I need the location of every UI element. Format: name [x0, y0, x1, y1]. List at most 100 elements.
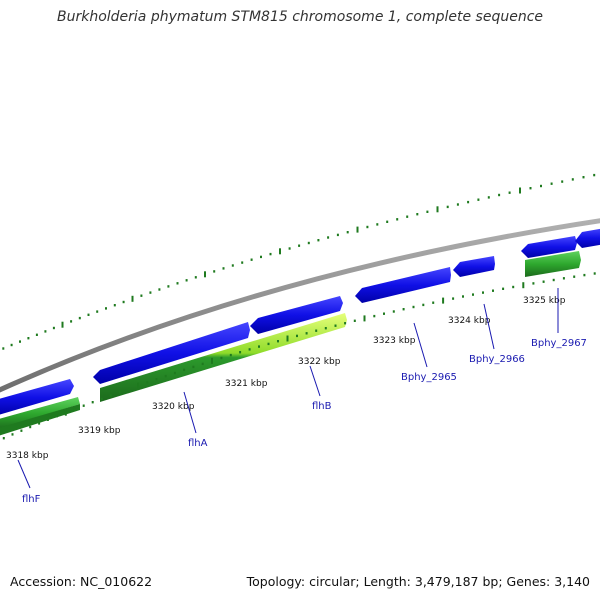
minor-tick	[113, 304, 116, 307]
gene-label-Bphy_2966[interactable]: Bphy_2966	[469, 354, 525, 365]
minor-tick	[70, 320, 73, 323]
tick-label: 3323 kbp	[373, 336, 416, 346]
minor-tick	[241, 261, 244, 264]
minor-tick	[307, 241, 310, 245]
minor-tick	[540, 184, 542, 188]
cds-Bphy_2967	[521, 236, 577, 258]
minor-tick	[164, 374, 167, 378]
minor-tick	[100, 397, 103, 401]
gene-leaders	[17, 288, 559, 489]
tick-label: 3318 kbp	[6, 451, 49, 461]
minor-tick	[140, 294, 143, 297]
minor-tick	[336, 233, 339, 237]
minor-tick	[105, 307, 107, 310]
minor-tick	[248, 348, 251, 351]
minor-tick	[10, 343, 13, 347]
minor-tick	[305, 332, 308, 335]
minor-tick	[412, 305, 415, 309]
minor-tick	[583, 273, 586, 277]
major-tick	[131, 295, 134, 302]
topology-text: Topology: circular; Length: 3,479,187 bp…	[246, 574, 590, 589]
map-title: Burkholderia phymatum STM815 chromosome …	[56, 9, 543, 25]
minor-tick	[317, 239, 320, 242]
rev-flhF	[0, 397, 80, 429]
backbone-arc	[0, 218, 600, 393]
major-tick	[137, 382, 140, 389]
gene-label-flhA[interactable]: flhA	[188, 438, 208, 449]
minor-tick	[167, 285, 170, 288]
minor-tick	[502, 287, 505, 290]
major-tick	[204, 271, 206, 278]
gene-label-flhF[interactable]: flhF	[22, 494, 41, 505]
minor-tick	[128, 387, 130, 391]
rev-flhA	[100, 313, 347, 402]
minor-tick	[512, 285, 515, 289]
major-tick	[363, 315, 366, 322]
gene-label-Bphy_2967[interactable]: Bphy_2967	[531, 338, 587, 349]
minor-tick	[288, 247, 291, 250]
minor-tick	[38, 422, 41, 425]
minor-tick	[373, 314, 376, 318]
minor-tick	[87, 313, 90, 316]
cds-flhB	[250, 296, 343, 334]
minor-tick	[109, 394, 112, 397]
rev-Bphy_2967	[525, 251, 581, 277]
minor-tick	[529, 187, 532, 190]
cds-flhA	[93, 322, 250, 384]
tick-label: 3319 kbp	[78, 426, 121, 436]
minor-tick	[269, 252, 272, 256]
minor-tick	[267, 342, 270, 346]
minor-tick	[593, 272, 596, 275]
minor-tick	[46, 418, 49, 421]
major-tick	[286, 335, 289, 342]
gene-label-Bphy_2965[interactable]: Bphy_2965	[401, 372, 457, 383]
tick-label: 3324 kbp	[448, 316, 491, 326]
gene-label-flhB[interactable]: flhB	[312, 401, 332, 412]
minor-tick	[298, 244, 301, 247]
minor-tick	[366, 225, 369, 229]
reverse-features	[0, 251, 581, 436]
minor-tick	[383, 312, 385, 315]
minor-tick	[315, 329, 318, 332]
minor-tick	[492, 289, 494, 292]
minor-tick	[562, 277, 565, 280]
minor-tick	[194, 276, 197, 279]
minor-tick	[552, 278, 555, 282]
minor-tick	[573, 275, 576, 278]
minor-tick	[201, 362, 204, 366]
minor-tick	[386, 220, 389, 223]
minor-tick	[406, 215, 409, 218]
minor-tick	[432, 301, 435, 304]
minor-tick	[96, 310, 99, 313]
minor-tick	[344, 322, 347, 325]
minor-tick	[416, 213, 419, 216]
minor-tick	[532, 282, 535, 285]
minor-tick	[467, 200, 470, 204]
minor-tick	[396, 218, 399, 221]
minor-tick	[78, 316, 81, 320]
minor-tick	[508, 191, 511, 194]
minor-tick	[477, 198, 480, 201]
minor-tick	[118, 391, 121, 394]
minor-tick	[27, 337, 30, 340]
minor-tick	[402, 308, 405, 311]
major-tick	[279, 248, 281, 255]
minor-tick	[52, 326, 55, 330]
minor-tick	[229, 353, 232, 357]
minor-tick	[593, 173, 596, 177]
minor-tick	[334, 324, 337, 327]
major-tick	[522, 282, 525, 289]
minor-tick	[353, 319, 356, 322]
tick-label: 3321 kbp	[225, 379, 268, 389]
minor-tick	[446, 205, 449, 209]
minor-tick	[185, 279, 188, 282]
minor-tick	[146, 381, 149, 384]
minor-tick	[260, 255, 262, 259]
minor-tick	[220, 356, 223, 360]
minor-tick	[571, 178, 574, 181]
minor-tick	[498, 193, 501, 197]
minor-tick	[222, 267, 225, 270]
minor-tick	[183, 368, 186, 372]
minor-tick	[231, 264, 234, 267]
minor-tick	[158, 288, 161, 291]
